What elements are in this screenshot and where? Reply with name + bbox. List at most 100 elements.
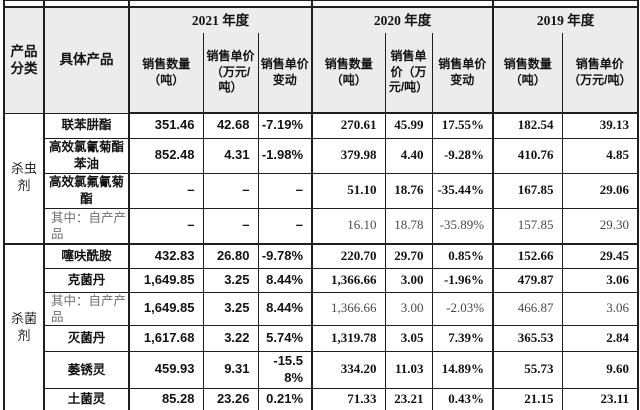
value-cell: 5.74% — [257, 325, 313, 352]
product-cell: 灭菌丹 — [43, 325, 130, 352]
header-change-2021: 销售单价变动 — [257, 33, 313, 114]
value-cell: – — [128, 172, 204, 209]
product-cell: 克菌丹 — [43, 267, 130, 293]
value-cell: 29.45 — [561, 243, 640, 269]
header-product-category: 产品分类 — [3, 6, 45, 113]
value-cell: 8.44% — [257, 267, 313, 293]
value-cell: 220.70 — [311, 243, 386, 269]
value-cell: 1,366.66 — [311, 267, 386, 293]
value-cell: – — [257, 172, 313, 209]
product-cell: 高效氯氰菊酯苯油 — [43, 137, 130, 174]
header-subcolumn-row: 销售数量（吨） 销售单价（万元/吨） 销售单价变动 销售数量（吨） 销售单价（万… — [4, 33, 640, 114]
header-year-2019: 2019 年度 — [492, 6, 640, 33]
header-change-2020: 销售单价变动 — [431, 33, 494, 114]
table-row: 其中：自产产品 – – – 16.10 18.78 -35.89% 157.85… — [4, 207, 640, 245]
cropped-row-above — [3, 0, 640, 8]
sales-price-table: 产品分类 具体产品 2021 年度 2020 年度 2019 年度 销售数量（吨… — [3, 0, 640, 410]
value-cell: 0.85% — [431, 243, 494, 269]
category-cell: 杀虫剂 — [3, 112, 45, 245]
value-cell: 8.44% — [257, 291, 313, 326]
table-row: 克菌丹 1,649.85 3.25 8.44% 1,366.66 3.00 -1… — [4, 267, 640, 293]
header-price-2019: 销售单价（万元/吨） — [561, 33, 640, 114]
table-row: 土菌灵 85.28 23.26 0.21% 71.33 23.21 0.43% … — [4, 387, 640, 410]
value-cell: 23.11 — [561, 387, 640, 410]
value-cell: -15.58% — [257, 351, 313, 389]
value-cell: 4.85 — [561, 137, 640, 174]
value-cell: -9.28% — [431, 137, 494, 174]
value-cell: 167.85 — [492, 172, 563, 209]
value-cell: 0.43% — [431, 387, 494, 410]
value-cell: -35.89% — [431, 207, 494, 245]
product-cell: 高效氯氟氰菊酯 — [43, 172, 130, 209]
value-cell: – — [257, 207, 313, 245]
value-cell: 17.55% — [431, 112, 494, 139]
value-cell: 1,617.68 — [128, 325, 204, 352]
table-row: 高效氯氟氰菊酯 – – – 51.10 18.76 -35.44% 167.85… — [4, 172, 640, 209]
value-cell: 0.21% — [257, 387, 313, 410]
value-cell: 29.30 — [561, 207, 640, 245]
header-qty-2019: 销售数量（吨） — [492, 33, 563, 114]
value-cell: 55.73 — [492, 351, 563, 389]
value-cell: 18.76 — [384, 172, 433, 209]
header-qty-2021: 销售数量（吨） — [128, 33, 204, 114]
value-cell: 3.05 — [384, 325, 433, 352]
value-cell: 29.06 — [561, 172, 640, 209]
value-cell: 3.00 — [384, 267, 433, 293]
value-cell: 3.06 — [561, 267, 640, 293]
header-qty-2020: 销售数量（吨） — [311, 33, 386, 114]
header-year-2020: 2020 年度 — [311, 6, 494, 33]
value-cell: 39.13 — [561, 112, 640, 139]
value-cell: 29.70 — [384, 243, 433, 269]
table-row: 杀虫剂 联苯肼酯 351.46 42.68 -7.19% 270.61 45.9… — [3, 112, 640, 245]
value-cell: 85.28 — [128, 387, 204, 410]
header-year-2021: 2021 年度 — [127, 6, 313, 33]
product-cell: 其中：自产产品 — [43, 207, 130, 245]
value-cell: 479.87 — [492, 267, 563, 293]
value-cell: 351.46 — [128, 112, 204, 139]
value-cell: 466.87 — [492, 291, 563, 326]
value-cell: 3.25 — [202, 291, 259, 326]
value-cell: 11.03 — [384, 351, 433, 389]
product-cell: 联苯肼酯 — [43, 112, 130, 139]
value-cell: 334.20 — [311, 351, 386, 389]
header-price-2021: 销售单价（万元/吨） — [202, 33, 259, 114]
value-cell: 3.22 — [202, 325, 259, 352]
value-cell: 45.99 — [384, 112, 433, 139]
value-cell: 1,649.85 — [128, 267, 204, 293]
table-row: 其中：自产产品 1,649.85 3.25 8.44% 1,366.66 3.0… — [4, 291, 640, 326]
value-cell: 3.06 — [561, 291, 640, 326]
value-cell: 182.54 — [492, 112, 563, 139]
header-year-row: 产品分类 具体产品 2021 年度 2020 年度 2019 年度 — [3, 6, 640, 113]
value-cell: 365.53 — [492, 325, 563, 352]
value-cell: 852.48 — [128, 137, 204, 174]
value-cell: 9.60 — [561, 351, 640, 389]
value-cell: -1.98% — [257, 137, 313, 174]
category-cell: 杀菌剂 — [3, 242, 45, 410]
table-row: 杀菌剂 噻呋酰胺 432.83 26.80 -9.78% 220.70 29.7… — [3, 242, 640, 410]
value-cell: 9.31 — [202, 351, 259, 389]
value-cell: 7.39% — [431, 325, 494, 352]
value-cell: 152.66 — [492, 243, 563, 269]
value-cell: -7.19% — [257, 112, 313, 139]
product-cell: 其中：自产产品 — [43, 291, 130, 326]
value-cell: 3.25 — [202, 267, 259, 293]
value-cell: 42.68 — [202, 112, 259, 139]
value-cell: 157.85 — [492, 207, 563, 245]
value-cell: -35.44% — [431, 172, 494, 209]
value-cell: 410.76 — [492, 137, 563, 174]
crop-stub-cell — [492, 0, 640, 8]
value-cell: 23.21 — [384, 387, 433, 410]
value-cell: – — [202, 207, 259, 245]
value-cell: 270.61 — [311, 112, 386, 139]
value-cell: – — [202, 172, 259, 209]
value-cell: 459.93 — [128, 351, 204, 389]
value-cell: -2.03% — [431, 291, 494, 326]
product-cell: 萎锈灵 — [43, 351, 130, 389]
value-cell: 21.15 — [492, 387, 563, 410]
value-cell: 71.33 — [311, 387, 386, 410]
table-row: 灭菌丹 1,617.68 3.22 5.74% 1,319.78 3.05 7.… — [4, 325, 640, 352]
value-cell: 1,649.85 — [128, 291, 204, 326]
value-cell: 18.78 — [384, 207, 433, 245]
header-specific-product: 具体产品 — [43, 6, 130, 113]
